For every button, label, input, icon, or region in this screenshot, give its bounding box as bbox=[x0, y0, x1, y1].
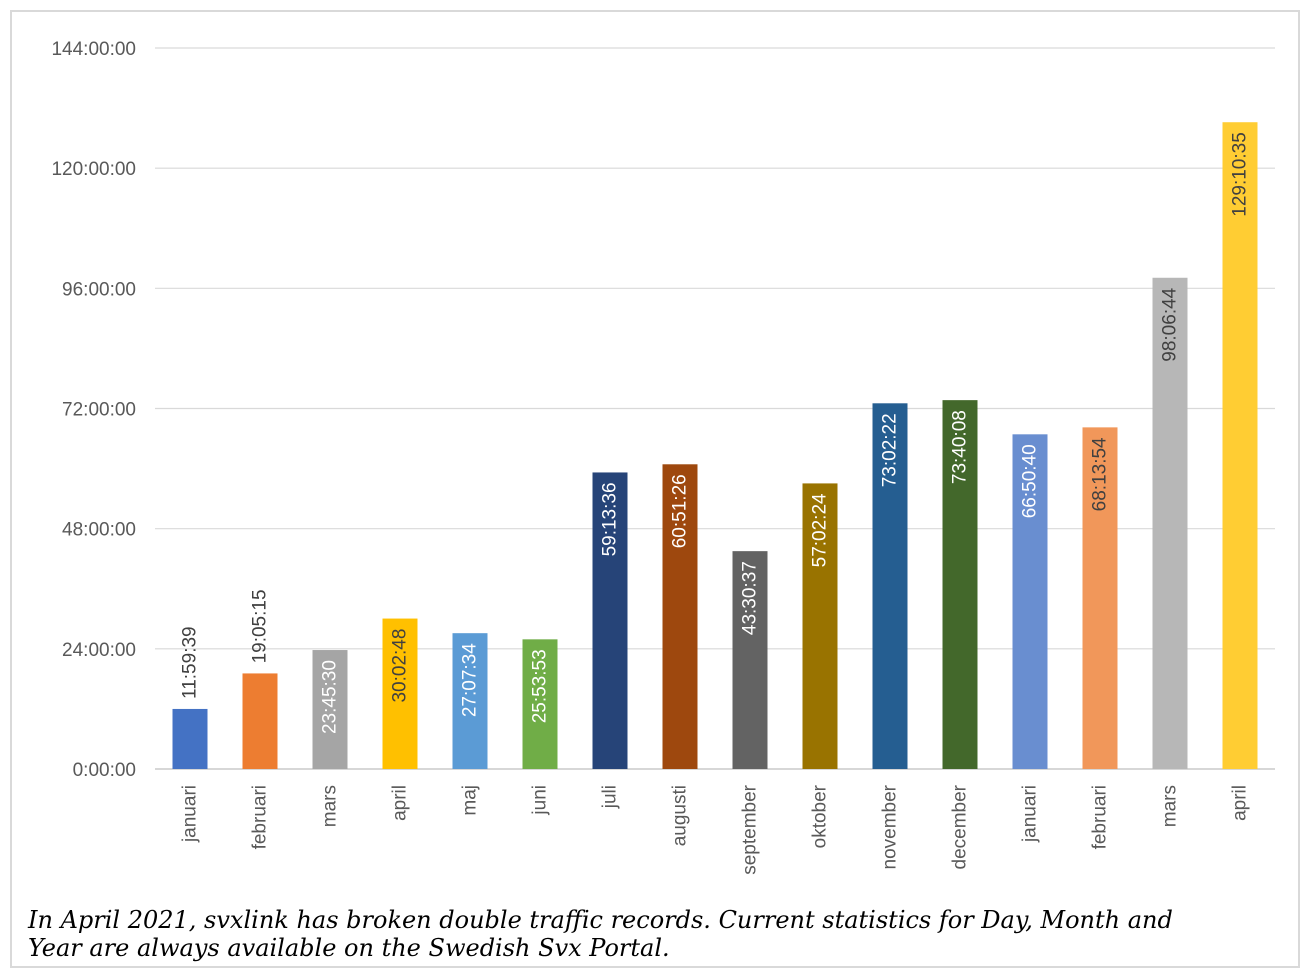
data-label: 59:13:36 bbox=[600, 482, 621, 556]
data-label: 66:50:40 bbox=[1020, 444, 1041, 518]
y-tick-label: 48:00:00 bbox=[62, 520, 136, 541]
data-label: 73:40:08 bbox=[950, 410, 971, 484]
x-category-label: september bbox=[740, 784, 761, 874]
y-tick-label: 0:00:00 bbox=[73, 760, 136, 781]
data-label: 43:30:37 bbox=[740, 561, 761, 635]
y-tick-label: 144:00:00 bbox=[51, 39, 136, 60]
bars bbox=[172, 122, 1258, 769]
x-category-label: juli bbox=[600, 785, 621, 809]
data-label: 129:10:35 bbox=[1230, 132, 1251, 217]
y-tick-label: 72:00:00 bbox=[62, 400, 136, 421]
bar bbox=[242, 673, 278, 769]
data-label: 98:06:44 bbox=[1160, 287, 1181, 361]
bar bbox=[1082, 427, 1118, 769]
x-category-label: januari bbox=[180, 785, 201, 843]
data-label: 30:02:48 bbox=[390, 629, 411, 703]
data-label: 60:51:26 bbox=[670, 474, 691, 548]
bar bbox=[592, 472, 628, 769]
x-category-label: april bbox=[1230, 785, 1251, 821]
y-tick-label: 120:00:00 bbox=[51, 159, 136, 180]
bar bbox=[382, 618, 418, 769]
data-label: 11:59:39 bbox=[180, 626, 201, 699]
data-labels: 11:59:39 19:05:15 23:45:30 30:02:48 27:07:34… bbox=[180, 132, 1251, 734]
y-tick-label: 24:00:00 bbox=[62, 640, 136, 661]
x-category-label: februari bbox=[250, 785, 271, 849]
x-category-label: augusti bbox=[670, 785, 691, 846]
x-category-label: oktober bbox=[810, 784, 831, 848]
chart-caption: In April 2021, svxlink has broken double… bbox=[28, 906, 1173, 962]
y-axis-tick-labels: 0:00:00 24:00:00 48:00:00 72:00:00 96:00:00 1… bbox=[51, 39, 136, 781]
bar bbox=[172, 708, 208, 769]
data-label: 27:07:34 bbox=[460, 643, 481, 717]
y-tick-label: 96:00:00 bbox=[62, 279, 136, 300]
data-label: 19:05:15 bbox=[250, 589, 271, 663]
x-category-label: mars bbox=[1160, 785, 1181, 827]
bar bbox=[1222, 122, 1258, 769]
x-category-label: januari bbox=[1020, 785, 1041, 843]
bar bbox=[942, 400, 978, 769]
x-category-label: april bbox=[390, 785, 411, 821]
data-label: 57:02:24 bbox=[810, 493, 831, 567]
x-axis-category-labels: januari februari mars april maj juni juli augus… bbox=[180, 784, 1251, 874]
data-label: 23:45:30 bbox=[320, 660, 341, 734]
bar bbox=[802, 483, 838, 769]
x-category-label: februari bbox=[1090, 785, 1111, 849]
bar bbox=[1012, 434, 1048, 769]
x-category-label: november bbox=[880, 784, 901, 869]
x-category-label: juni bbox=[530, 785, 551, 816]
x-category-label: mars bbox=[320, 785, 341, 827]
bar bbox=[522, 639, 558, 769]
x-category-label: maj bbox=[460, 785, 481, 816]
bar bbox=[1152, 277, 1188, 769]
bar bbox=[452, 633, 488, 769]
data-label: 68:13:54 bbox=[1090, 437, 1111, 511]
data-label: 73:02:22 bbox=[880, 413, 901, 487]
data-label: 25:53:53 bbox=[530, 649, 551, 723]
bar bbox=[662, 464, 698, 769]
bar bbox=[732, 551, 768, 769]
x-category-label: december bbox=[950, 784, 971, 869]
bar bbox=[312, 650, 348, 769]
bar bbox=[872, 403, 908, 769]
